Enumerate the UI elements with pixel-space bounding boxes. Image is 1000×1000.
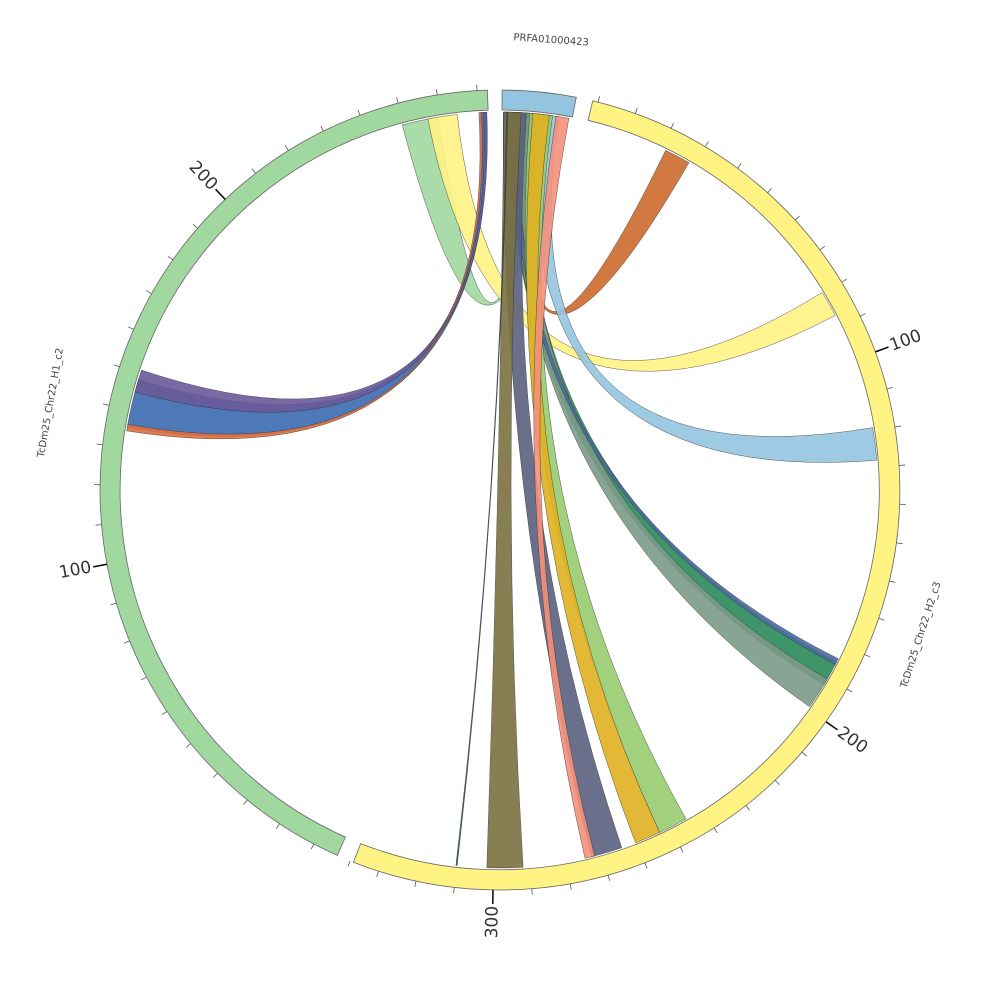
tick	[357, 109, 361, 116]
tick	[864, 654, 871, 658]
tick	[644, 862, 648, 869]
tick	[889, 580, 896, 583]
tick	[93, 563, 108, 568]
tick	[894, 425, 901, 428]
tick	[794, 215, 800, 221]
tick	[275, 823, 280, 829]
tick-label: 100	[887, 326, 924, 356]
segment-arc	[352, 100, 901, 891]
tick	[825, 721, 838, 731]
ribbon	[533, 115, 595, 859]
tick	[161, 711, 168, 716]
tick	[846, 688, 853, 693]
tick	[213, 772, 218, 778]
tick	[634, 107, 638, 114]
tick	[251, 168, 256, 174]
tick	[435, 88, 438, 96]
tick-label: 300	[482, 906, 503, 939]
ribbon	[526, 113, 660, 844]
tick	[453, 887, 455, 894]
segment-label: PRFA01000423	[513, 32, 589, 48]
ribbon	[455, 111, 509, 866]
tick	[320, 125, 324, 132]
tick	[713, 827, 718, 834]
tick	[607, 875, 611, 881]
tick	[103, 403, 110, 406]
tick	[243, 799, 248, 805]
tick	[96, 443, 103, 446]
tick	[376, 870, 379, 877]
tick	[860, 313, 866, 317]
tick-label: 100	[57, 557, 93, 583]
tick	[878, 617, 885, 621]
tick	[414, 881, 417, 888]
tick	[886, 386, 893, 390]
tick	[841, 278, 848, 283]
tick	[670, 122, 674, 129]
tick	[819, 246, 825, 251]
ribbon	[134, 111, 488, 413]
tick	[875, 346, 889, 353]
segment-label: TcDm25_Chr22_H2_c3	[898, 581, 943, 691]
segment-arc	[99, 89, 489, 856]
tick	[110, 602, 117, 606]
tick	[679, 846, 684, 853]
segment-arc	[501, 89, 577, 118]
tick	[801, 751, 807, 757]
tick	[310, 843, 315, 850]
ribbon	[512, 111, 828, 708]
tick	[128, 326, 134, 330]
tick	[185, 743, 191, 748]
tick	[347, 860, 351, 867]
ribbon	[126, 112, 483, 439]
tick	[767, 188, 772, 194]
tick	[95, 524, 102, 526]
tick	[396, 97, 399, 104]
tick	[737, 163, 742, 169]
tick	[597, 96, 600, 103]
tick	[146, 290, 152, 294]
tick	[140, 676, 147, 681]
tick	[192, 224, 198, 229]
tick	[215, 188, 226, 200]
tick	[704, 141, 709, 147]
ribbon	[486, 111, 524, 869]
ribbon	[512, 111, 839, 665]
tick	[284, 145, 289, 151]
tick-label: 200	[833, 723, 871, 758]
tick	[896, 542, 903, 545]
tick	[167, 255, 174, 261]
tick	[774, 779, 780, 785]
tick	[569, 883, 572, 890]
segment-label: TcDm25_Chr22_H1_c2	[36, 347, 66, 459]
tick	[123, 640, 130, 644]
ribbons	[126, 111, 878, 869]
tick	[745, 805, 750, 811]
tick	[113, 364, 120, 368]
